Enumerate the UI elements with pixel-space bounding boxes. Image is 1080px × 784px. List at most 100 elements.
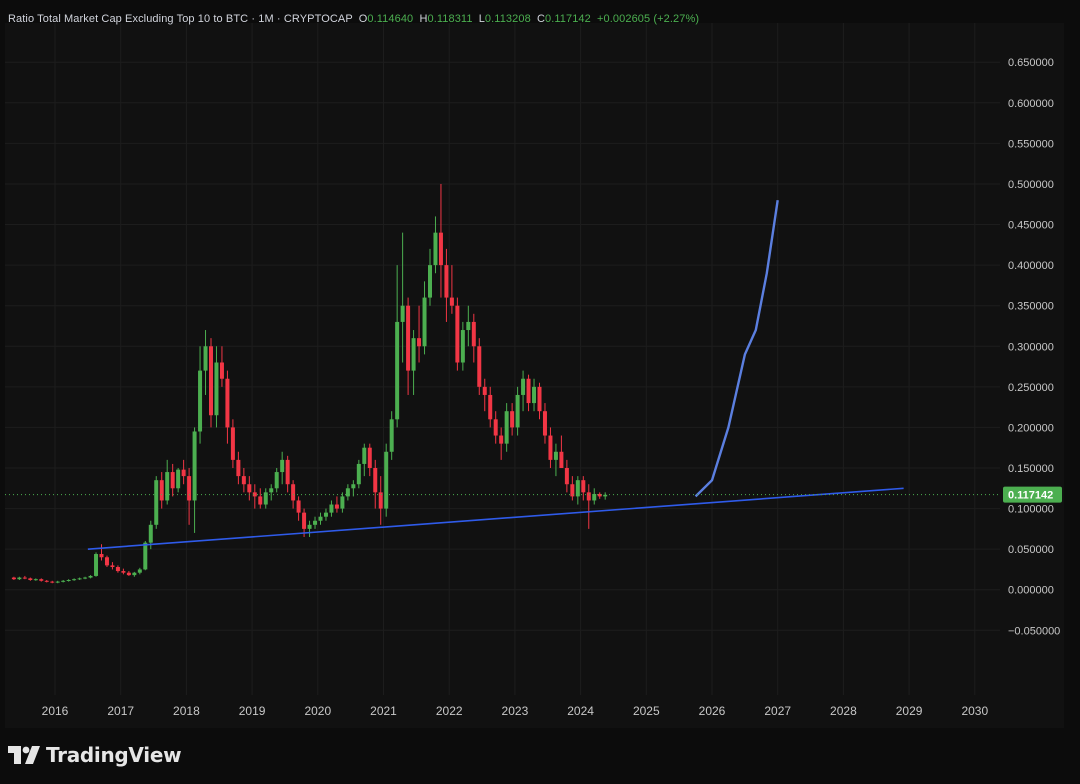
candle (94, 552, 99, 577)
candle (143, 541, 148, 571)
candle-body (553, 451, 558, 460)
candle-body (318, 516, 323, 521)
candle (44, 579, 49, 583)
candle-body (488, 394, 493, 420)
candle (83, 576, 88, 580)
candle (444, 248, 449, 322)
candle-body (313, 520, 318, 525)
candle (115, 565, 120, 573)
y-tick-label: 0.100000 (1008, 504, 1054, 516)
candle (334, 496, 339, 513)
candle (521, 370, 526, 412)
candle (50, 580, 55, 584)
candle (165, 459, 170, 505)
y-tick-label: 0.250000 (1008, 382, 1054, 394)
candle (285, 455, 290, 493)
candle (170, 463, 175, 497)
candle (553, 443, 558, 477)
x-tick-label: 2026 (699, 704, 726, 718)
candle-body (209, 346, 213, 416)
candle-body (263, 492, 268, 505)
candle (209, 338, 213, 428)
candle-body (564, 468, 569, 485)
legend-high-label: H (419, 13, 428, 25)
candle-body (22, 577, 27, 579)
candle (455, 297, 460, 371)
x-tick-label: 2029 (896, 704, 923, 718)
candle-body (477, 346, 482, 387)
candle (230, 419, 235, 468)
candle-body (55, 581, 60, 583)
candle (329, 500, 334, 517)
candle (236, 451, 241, 485)
candle (433, 216, 438, 274)
candle-body (285, 459, 290, 485)
grid-lines (5, 23, 1000, 695)
candle-body (570, 484, 575, 497)
candle-body (176, 469, 181, 489)
candle-body (493, 419, 498, 436)
candle (586, 484, 591, 529)
y-tick-label: 0.500000 (1008, 179, 1054, 191)
candles (11, 183, 608, 584)
candle-body (603, 494, 608, 497)
candle (400, 232, 405, 363)
candle-body (44, 580, 49, 582)
candle (532, 378, 537, 412)
candle (203, 330, 208, 395)
x-tick-label: 2027 (764, 704, 791, 718)
y-tick-label: 0.300000 (1008, 341, 1054, 353)
projection-path (694, 200, 779, 498)
candle-body (482, 386, 487, 395)
candle (493, 411, 498, 444)
candle-body (110, 565, 115, 568)
x-tick-label: 2021 (370, 704, 397, 718)
candle-body (39, 579, 44, 581)
candle-body (83, 577, 88, 579)
candle (159, 472, 164, 509)
candle (542, 403, 547, 444)
candle (39, 578, 44, 582)
candle (373, 459, 378, 509)
candle (296, 496, 301, 521)
candle-body (532, 386, 537, 404)
candle-body (323, 512, 328, 517)
candle (22, 575, 27, 580)
y-tick-label: 0.650000 (1008, 57, 1054, 69)
candle (61, 579, 66, 583)
candle-body (449, 297, 454, 306)
x-tick-label: 2025 (633, 704, 660, 718)
candle (88, 575, 93, 579)
x-tick-label: 2024 (567, 704, 594, 718)
candle-body (521, 378, 526, 395)
legend-change-value: +0.002605 (+2.27%) (597, 13, 700, 25)
last-price-label: 0.117142 (1008, 490, 1053, 502)
legend-open-label: O (358, 13, 368, 25)
candle-body (438, 232, 443, 266)
candle-body (258, 496, 263, 505)
candle-body (367, 447, 372, 468)
chart-panel[interactable]: 0.650000 0.600000 0.550000 0.500000 0.450000… (5, 23, 1064, 728)
candle-body (356, 463, 361, 485)
candle-body (329, 504, 334, 513)
candle (137, 567, 142, 575)
legend-low-value: 0.113208 (484, 13, 531, 25)
candle (356, 459, 361, 489)
legend-low-label: L (478, 13, 485, 25)
candle (66, 579, 71, 582)
y-tick-label: −0.050000 (1008, 625, 1060, 637)
price-chart[interactable]: 0.650000 0.600000 0.550000 0.500000 0.450000… (5, 23, 1064, 728)
candle (526, 374, 531, 412)
legend-close-value: 0.117142 (545, 13, 591, 25)
candle-body (165, 472, 170, 501)
candle-body (94, 554, 99, 576)
candle (154, 476, 159, 529)
candle (581, 476, 586, 501)
footer-brand[interactable]: TradingView (8, 740, 182, 770)
candle-body (280, 459, 285, 473)
candle (603, 492, 608, 500)
candle (121, 568, 126, 575)
candle (72, 578, 77, 581)
candle (504, 403, 509, 452)
candle (438, 183, 443, 298)
